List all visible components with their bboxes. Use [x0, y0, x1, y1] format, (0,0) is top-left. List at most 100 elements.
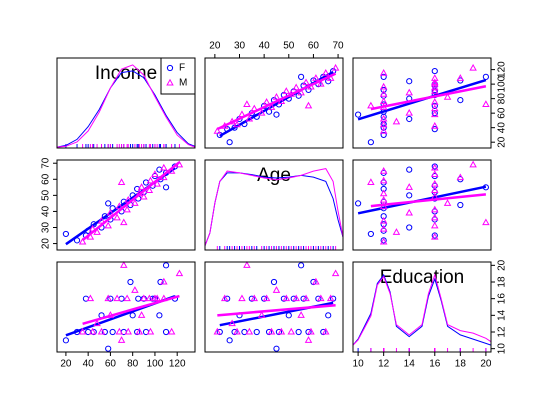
point [379, 82, 388, 90]
point [272, 286, 281, 293]
y-tick-label: 20 [41, 238, 52, 250]
point [120, 218, 128, 226]
x-tick-label: 50 [283, 41, 295, 52]
point [86, 294, 95, 302]
point [156, 312, 163, 319]
y-tick-label: 40 [497, 122, 508, 134]
panel-frame [352, 159, 492, 251]
point [297, 311, 305, 318]
point [160, 277, 168, 285]
point [175, 269, 184, 277]
point [151, 294, 159, 302]
point [330, 295, 337, 302]
point [355, 111, 362, 118]
y-tick-label: 50 [41, 189, 52, 201]
point [379, 120, 388, 128]
x-tick-label: 20 [480, 359, 492, 370]
point [282, 87, 291, 94]
point [367, 178, 375, 185]
point [273, 111, 280, 118]
x-tick-label: 10 [353, 359, 365, 370]
point [379, 216, 388, 224]
point [105, 200, 112, 207]
point [320, 328, 327, 336]
legend-label: M [179, 78, 187, 89]
point [226, 337, 233, 344]
point [431, 126, 438, 133]
point [380, 86, 387, 94]
point [261, 295, 268, 302]
point [312, 277, 320, 285]
panel-frame [56, 261, 196, 353]
y-tick-label: 100 [497, 75, 508, 92]
point [104, 294, 112, 302]
point [88, 327, 97, 335]
point [267, 327, 276, 335]
point [145, 294, 154, 302]
point [331, 269, 340, 277]
legend-marker [166, 64, 174, 72]
point [257, 311, 266, 318]
point [250, 294, 259, 302]
point [379, 127, 388, 134]
point [105, 345, 112, 352]
point [127, 278, 134, 286]
y-tick-label: 70 [41, 157, 52, 169]
point [135, 327, 144, 335]
point [124, 327, 132, 335]
point [115, 327, 124, 335]
y-tick-label: 14 [497, 309, 508, 321]
point [290, 295, 297, 302]
point [379, 224, 388, 232]
y-tick-label: 20 [497, 136, 508, 148]
point [137, 183, 146, 190]
point [78, 237, 87, 245]
point [253, 328, 260, 336]
legend-label: F [179, 63, 185, 74]
point [93, 228, 101, 235]
point [275, 328, 283, 336]
point [392, 117, 401, 125]
point [233, 327, 241, 335]
point [272, 92, 281, 100]
point [62, 230, 70, 238]
point [482, 218, 490, 226]
point [431, 87, 439, 94]
point [456, 173, 465, 181]
point [431, 186, 439, 194]
density-curve [352, 273, 492, 346]
y-tick-label: 18 [497, 276, 508, 288]
y-tick-label: 80 [497, 93, 508, 105]
point [162, 184, 170, 191]
point [245, 114, 254, 122]
legend-marker [166, 78, 174, 86]
point [62, 337, 70, 344]
point [287, 327, 296, 335]
point [379, 237, 388, 245]
point [431, 205, 439, 213]
point [113, 294, 121, 302]
y-tick-label: 20 [497, 259, 508, 271]
point [248, 295, 255, 302]
point [134, 328, 141, 336]
panel-frame [56, 159, 196, 251]
point [431, 98, 439, 105]
point [228, 319, 236, 327]
point [78, 327, 87, 335]
density-curve [204, 168, 344, 246]
legend-box [160, 57, 196, 95]
point [292, 294, 300, 302]
point [273, 345, 280, 352]
x-tick-label: 20 [60, 359, 72, 370]
fit-line [370, 85, 487, 111]
point [295, 328, 302, 336]
point [325, 312, 332, 319]
point [135, 295, 142, 302]
point [298, 262, 305, 269]
point [431, 179, 439, 187]
point [160, 163, 168, 171]
variable-label: Education [380, 267, 465, 288]
point [355, 200, 362, 207]
point [113, 213, 121, 221]
point [469, 63, 477, 71]
